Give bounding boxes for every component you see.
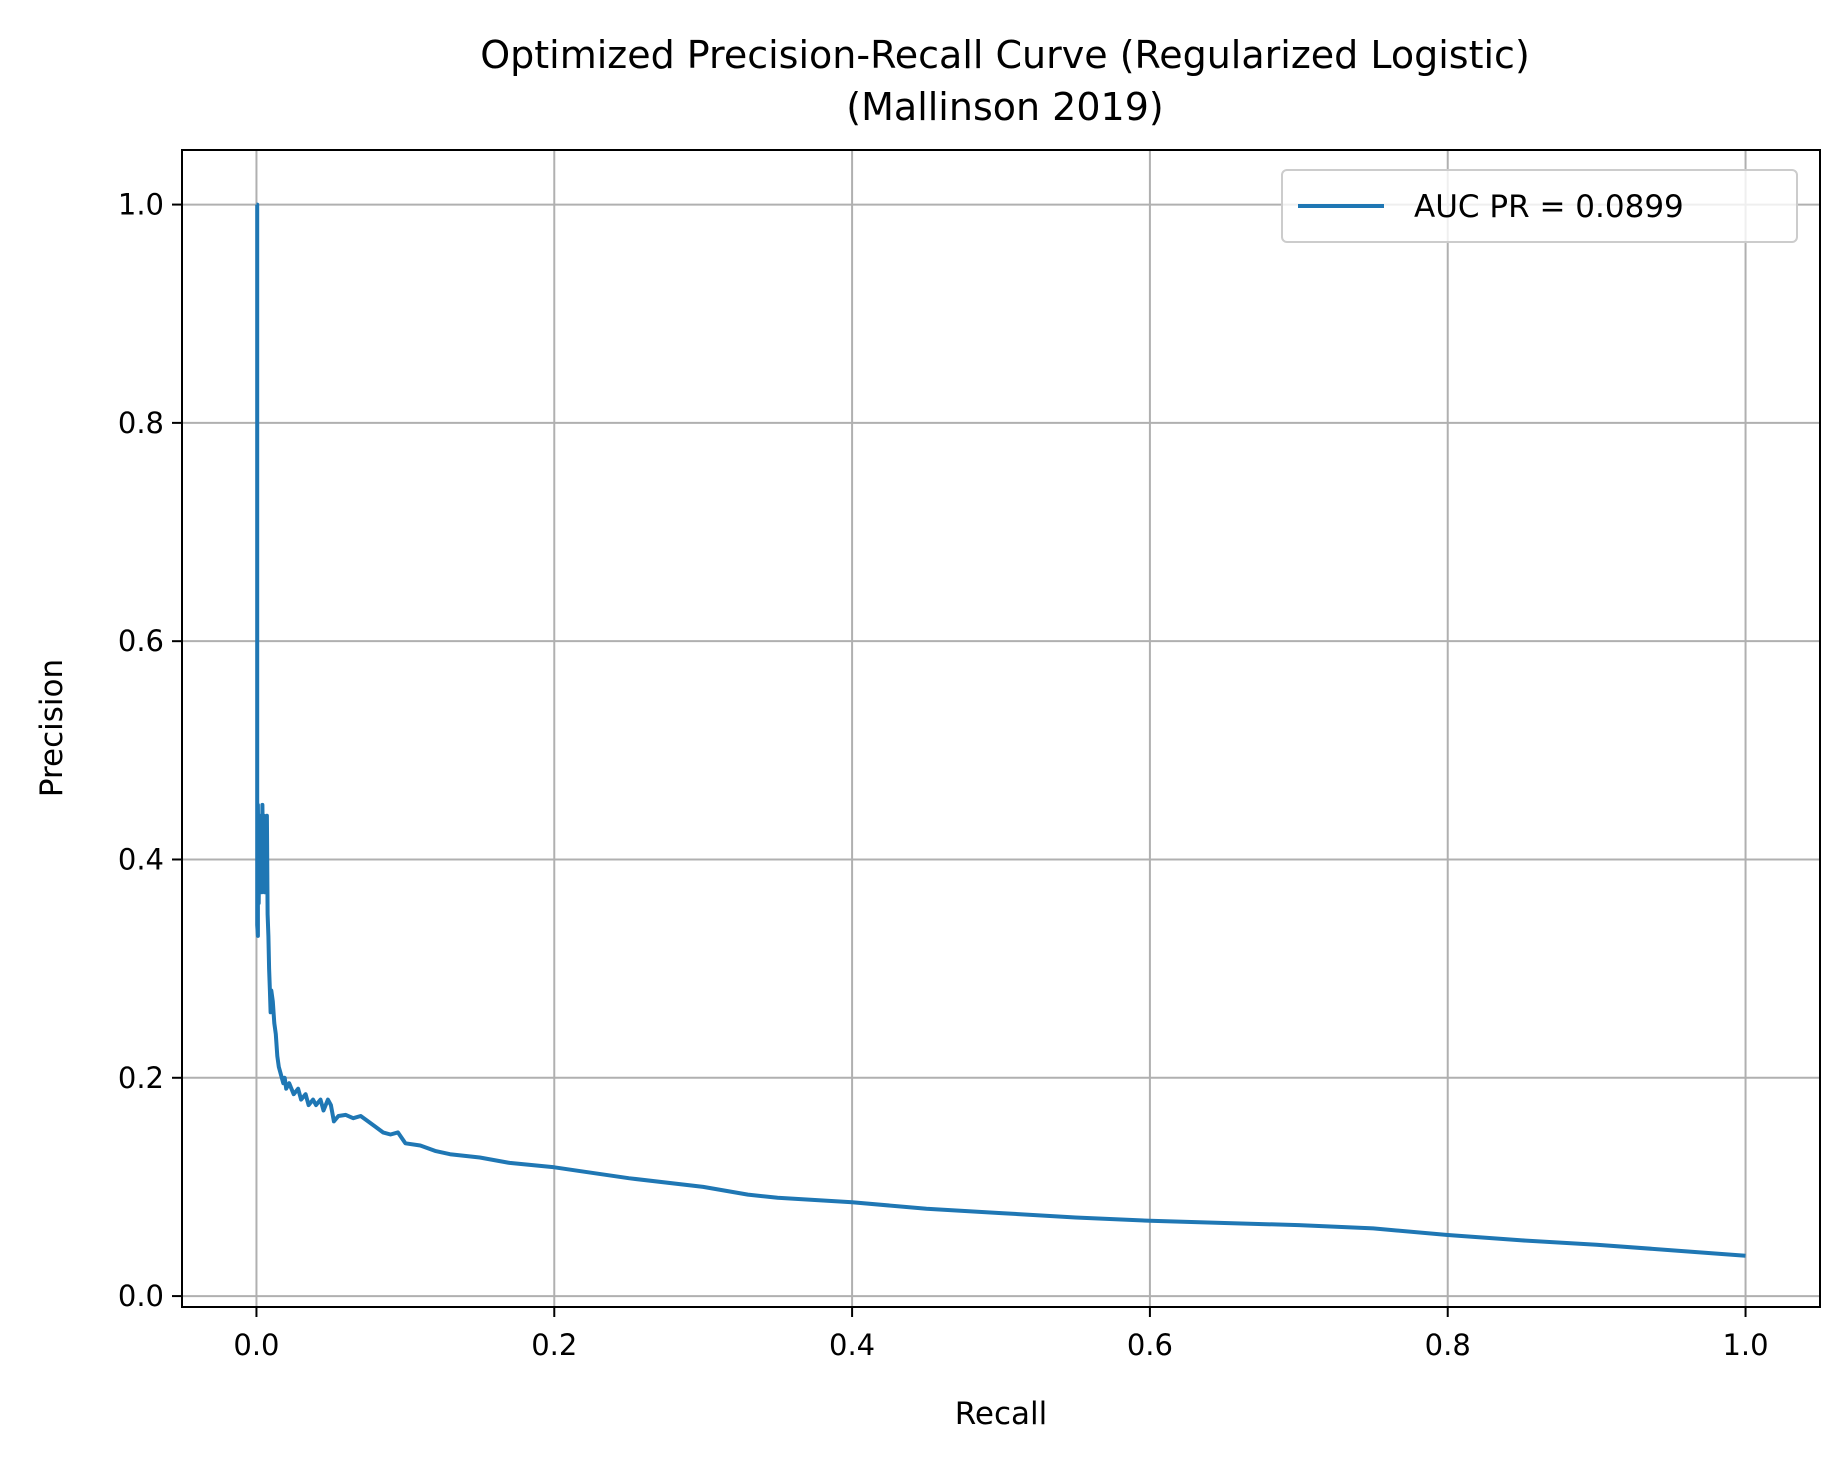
x-tick-label: 0.4 <box>829 1328 875 1362</box>
y-tick-label: 0.2 <box>118 1061 164 1095</box>
x-axis: 0.0 0.2 0.4 0.6 0.8 1.0 <box>233 1307 1769 1362</box>
y-tick-label: 0.0 <box>118 1279 164 1313</box>
legend: AUC PR = 0.0899 <box>1281 169 1798 243</box>
y-tick-label: 0.4 <box>118 842 164 876</box>
y-tick-label: 0.8 <box>118 406 164 440</box>
x-tick-label: 0.0 <box>233 1328 279 1362</box>
x-tick-label: 0.2 <box>531 1328 577 1362</box>
y-axis: 0.0 0.2 0.4 0.6 0.8 1.0 <box>118 188 182 1313</box>
x-tick-label: 1.0 <box>1722 1328 1768 1362</box>
plot-frame <box>181 149 1821 1308</box>
legend-box <box>1281 169 1798 243</box>
chart-subtitle: (Mallinson 2019) <box>846 85 1163 129</box>
x-tick-label: 0.6 <box>1127 1328 1173 1362</box>
x-tick-label: 0.8 <box>1425 1328 1471 1362</box>
y-tick-label: 0.6 <box>118 624 164 658</box>
plot-area <box>255 202 1746 1258</box>
chart-title: Optimized Precision-Recall Curve (Regula… <box>480 33 1530 77</box>
y-tick-label: 1.0 <box>118 188 164 222</box>
legend-label: AUC PR = 0.0899 <box>1414 189 1684 225</box>
series-line-auc-pr <box>255 202 1746 1258</box>
grid-lines <box>182 150 1820 1307</box>
x-axis-label: Recall <box>955 1396 1048 1432</box>
y-axis-label: Precision <box>34 659 70 797</box>
